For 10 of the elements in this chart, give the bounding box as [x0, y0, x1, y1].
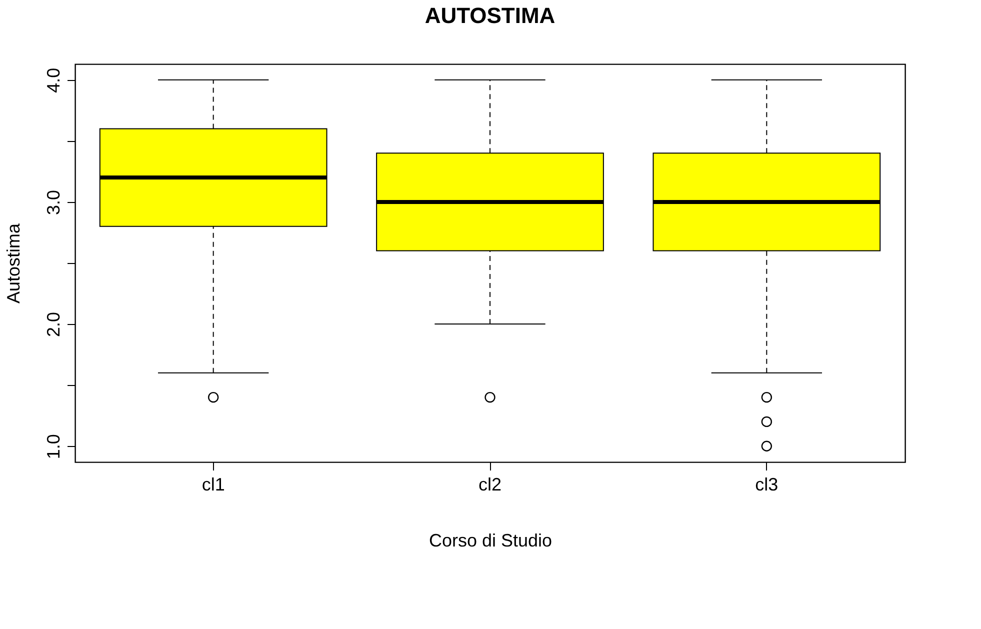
y-tick-label: 3.0	[44, 190, 64, 215]
x-tick-label: cl1	[202, 474, 225, 494]
y-tick-label: 4.0	[44, 68, 64, 93]
y-axis-title: Autostima	[4, 222, 24, 304]
chart-title: AUTOSTIMA	[424, 3, 556, 28]
x-axis-title: Corso di Studio	[428, 530, 552, 550]
x-tick-label: cl3	[755, 474, 778, 494]
y-tick-label: 1.0	[44, 434, 64, 460]
y-tick-label: 2.0	[44, 312, 64, 338]
x-tick-label: cl2	[478, 474, 502, 494]
